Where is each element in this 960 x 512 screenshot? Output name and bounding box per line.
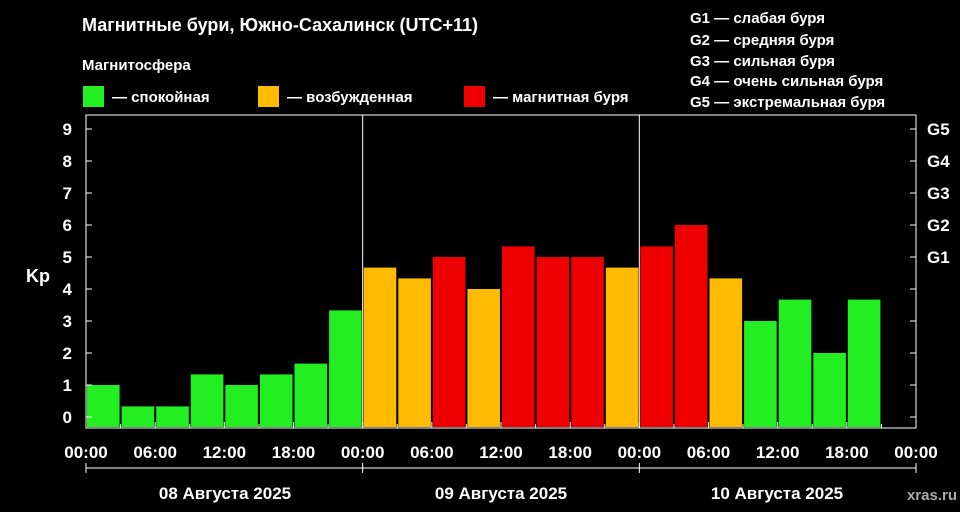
day-label-09: 09 Августа 2025: [435, 484, 567, 503]
kp-bar: [640, 246, 673, 427]
plot-area: 0 1 2 3 4 5 6 7 8 9 G1 G2 G3 G4 G5 00:00 06:00 12:00 18:00…: [63, 114, 950, 473]
g-level-label: G3: [927, 184, 950, 203]
kp-bar: [398, 278, 431, 427]
g-level-label: G4: [927, 152, 950, 171]
legend-label-quiet: — спокойная: [112, 89, 210, 106]
legend-swatch-storm: [464, 86, 485, 107]
legend-swatch-active: [258, 86, 279, 107]
g-level-label: G2: [927, 216, 950, 235]
kp-bar: [87, 385, 120, 427]
kp-bar: [709, 278, 743, 427]
x-tick-label: 00:00: [64, 443, 107, 462]
y-axis-label: Kp: [26, 266, 50, 286]
x-tick-label: 00:00: [894, 443, 937, 462]
legend-swatch-quiet: [83, 86, 104, 107]
legend-label-active: — возбужденная: [287, 89, 413, 106]
legend-label-storm: — магнитная буря: [493, 89, 629, 106]
g-legend-g5: G5 — экстремальная буря: [690, 94, 885, 111]
y-tick-label: 4: [63, 280, 73, 299]
y-tick-label: 0: [63, 408, 72, 427]
y-tick-label: 1: [63, 376, 72, 395]
g-legend-g2: G2 — средняя буря: [690, 32, 834, 49]
x-tick-label: 18:00: [825, 443, 868, 462]
legend-title: Магнитосфера: [82, 57, 191, 74]
kp-bar: [571, 257, 604, 427]
kp-bar: [674, 225, 708, 427]
x-tick-label: 06:00: [133, 443, 176, 462]
y-tick-label: 3: [63, 312, 72, 331]
x-tick-label: 12:00: [756, 443, 799, 462]
x-tick-label: 12:00: [479, 443, 522, 462]
kp-bar: [467, 289, 500, 427]
kp-bar: [744, 321, 777, 427]
day-label-10: 10 Августа 2025: [711, 484, 843, 503]
kp-bar: [502, 246, 535, 427]
y-tick-label: 5: [63, 248, 72, 267]
day-label-08: 08 Августа 2025: [159, 484, 291, 503]
x-tick-label: 12:00: [203, 443, 246, 462]
x-tick-label: 00:00: [341, 443, 384, 462]
kp-bar: [363, 267, 397, 427]
kp-bar: [813, 353, 846, 427]
g-legend-g4: G4 — очень сильная буря: [690, 73, 883, 90]
g-legend-g3: G3 — сильная буря: [690, 53, 835, 70]
y-tick-label: 8: [63, 152, 72, 171]
y-tick-label: 7: [63, 184, 72, 203]
chart-title: Магнитные бури, Южно-Сахалинск (UTC+11): [82, 15, 478, 35]
kp-bar: [432, 257, 466, 427]
kp-bar: [259, 374, 293, 427]
x-tick-label: 18:00: [548, 443, 591, 462]
kp-bar: [156, 406, 189, 427]
y-tick-label: 6: [63, 216, 72, 235]
g-legend-g1: G1 — слабая буря: [690, 10, 825, 27]
kp-bar: [329, 310, 362, 427]
kp-bar: [225, 385, 258, 427]
kp-bar: [121, 406, 155, 427]
y-tick-label: 2: [63, 344, 72, 363]
x-tick-label: 18:00: [272, 443, 315, 462]
x-tick-label: 00:00: [618, 443, 661, 462]
kp-bar: [190, 374, 224, 427]
kp-bar: [605, 267, 639, 427]
kp-bar: [294, 363, 328, 427]
kp-bar: [847, 299, 881, 427]
x-tick-label: 06:00: [687, 443, 730, 462]
y-tick-label: 9: [63, 120, 72, 139]
kp-bar: [778, 299, 812, 427]
g-level-label: G1: [927, 248, 950, 267]
watermark: xras.ru: [907, 487, 957, 504]
x-tick-label: 06:00: [410, 443, 453, 462]
kp-bar: [536, 257, 570, 427]
g-level-label: G5: [927, 120, 950, 139]
